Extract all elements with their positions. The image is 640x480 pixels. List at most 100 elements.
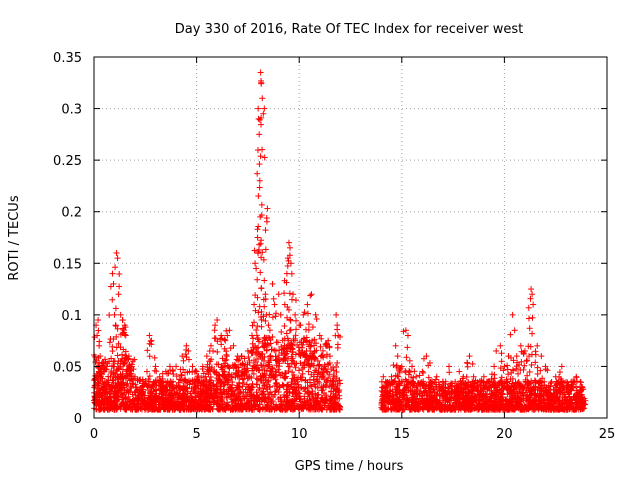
- data-point: [95, 327, 102, 334]
- data-point: [146, 332, 153, 339]
- data-point: [509, 311, 516, 318]
- data-point: [504, 362, 511, 369]
- data-point: [296, 367, 303, 374]
- data-point: [446, 369, 453, 376]
- data-point: [305, 321, 312, 328]
- data-point: [498, 350, 505, 357]
- data-point: [538, 353, 545, 360]
- x-tick-labels: 0 5 10 15 20 25: [90, 427, 615, 442]
- data-point: [118, 390, 125, 397]
- data-point: [292, 311, 299, 318]
- data-point: [258, 323, 265, 330]
- x-tick-label: 15: [394, 427, 411, 442]
- data-point: [223, 394, 230, 401]
- data-point: [528, 286, 535, 293]
- data-point: [96, 342, 103, 349]
- data-markers: [91, 69, 589, 413]
- data-point: [264, 205, 271, 212]
- data-point: [303, 334, 310, 341]
- x-tick-label: 10: [291, 427, 308, 442]
- data-point: [433, 373, 440, 380]
- data-point: [237, 388, 244, 395]
- data-point: [245, 353, 252, 360]
- data-point: [273, 339, 280, 346]
- x-tick-label: 25: [599, 427, 616, 442]
- data-point: [272, 388, 279, 395]
- data-point: [534, 370, 541, 377]
- data-point: [261, 303, 268, 310]
- y-tick-label: 0.05: [53, 360, 82, 375]
- data-point: [252, 260, 259, 267]
- y-tick-label: 0.35: [53, 51, 82, 66]
- data-point: [534, 364, 541, 371]
- data-point: [277, 311, 284, 318]
- data-point: [300, 311, 307, 318]
- y-tick-label: 0.25: [53, 154, 82, 169]
- data-point: [258, 80, 265, 87]
- data-point: [278, 328, 285, 335]
- data-point: [404, 344, 411, 351]
- data-point: [397, 364, 404, 371]
- data-point: [246, 359, 253, 366]
- data-point: [493, 347, 500, 354]
- data-point: [189, 363, 196, 370]
- data-point: [106, 312, 113, 319]
- data-point: [251, 247, 258, 254]
- data-point: [146, 373, 153, 380]
- data-point: [261, 105, 268, 112]
- data-point: [114, 255, 121, 262]
- data-point: [307, 292, 314, 299]
- data-point: [235, 357, 242, 364]
- data-point: [289, 296, 296, 303]
- data-point: [253, 327, 260, 334]
- data-point: [392, 342, 399, 349]
- data-point: [265, 322, 272, 329]
- data-point: [237, 389, 244, 396]
- data-point: [334, 344, 341, 351]
- data-point: [530, 301, 537, 308]
- data-point: [111, 311, 118, 318]
- data-point: [534, 342, 541, 349]
- data-point: [221, 336, 228, 343]
- plot-border: [93, 56, 608, 419]
- data-point: [226, 327, 233, 334]
- data-point: [271, 301, 278, 308]
- data-point: [115, 291, 122, 298]
- data-point: [214, 348, 221, 355]
- data-point: [466, 353, 473, 360]
- data-point: [491, 363, 498, 370]
- data-point: [272, 347, 279, 354]
- data-point: [257, 269, 264, 276]
- data-point: [532, 348, 539, 355]
- data-point: [288, 270, 295, 277]
- data-point: [254, 276, 261, 283]
- data-point: [214, 317, 221, 324]
- data-point: [572, 383, 579, 390]
- data-point: [287, 317, 294, 324]
- data-point: [403, 354, 410, 361]
- data-point: [116, 283, 123, 290]
- data-point: [312, 311, 319, 318]
- data-point: [281, 290, 288, 297]
- data-point: [299, 370, 306, 377]
- data-point: [256, 177, 263, 184]
- y-tick-label: 0.1: [61, 309, 82, 324]
- chart-title: Day 330 of 2016, Rate Of TEC Index for r…: [175, 22, 523, 37]
- grid-lines: [94, 57, 607, 418]
- data-point: [529, 330, 536, 337]
- data-point: [269, 364, 276, 371]
- data-point: [290, 291, 297, 298]
- x-axis-label: GPS time / hours: [295, 459, 404, 474]
- data-point: [257, 153, 264, 160]
- data-point: [308, 291, 315, 298]
- y-tick-label: 0: [74, 412, 82, 427]
- data-point: [257, 69, 264, 76]
- data-point: [313, 316, 320, 323]
- data-point: [511, 327, 518, 334]
- data-point: [256, 184, 263, 191]
- data-point: [289, 369, 296, 376]
- data-point: [275, 291, 282, 298]
- data-point: [229, 379, 236, 386]
- data-point: [255, 223, 262, 230]
